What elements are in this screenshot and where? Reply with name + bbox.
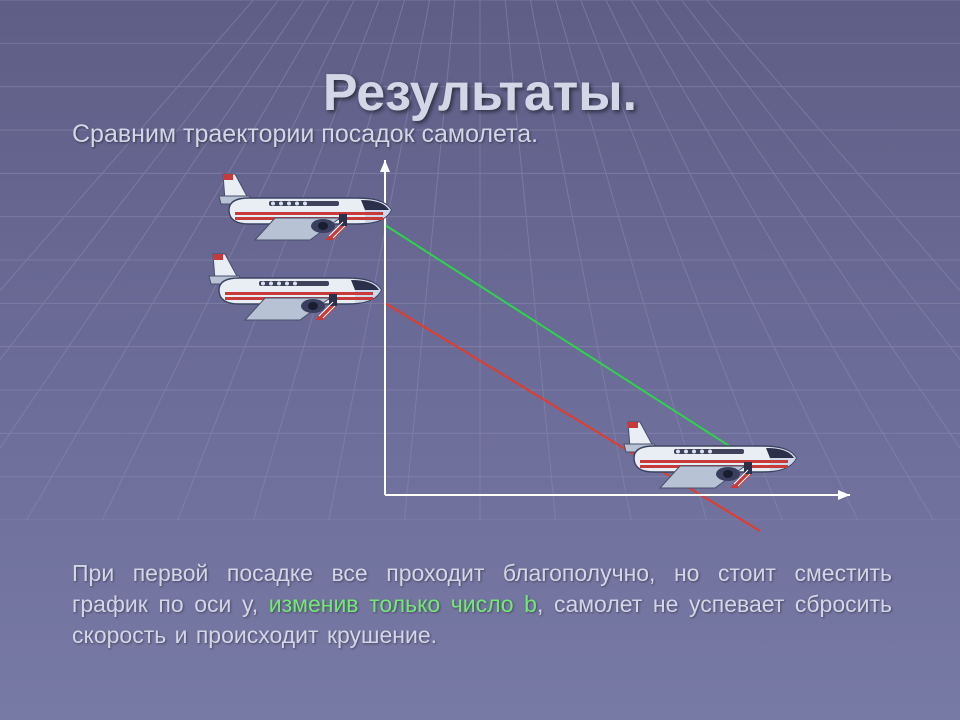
red-trajectory — [385, 303, 760, 531]
slide-root: Результаты. Сравним траектории посадок с… — [0, 0, 960, 720]
trajectory-diagram — [160, 155, 860, 535]
subtitle-text: Сравним траектории посадок самолета. — [72, 120, 538, 149]
body-paragraph: При первой посадке все проходит благопол… — [72, 558, 892, 651]
page-title: Результаты. — [0, 63, 960, 123]
plane-bottom — [620, 418, 800, 490]
x-axis-arrow — [838, 490, 850, 500]
plane-middle — [205, 250, 385, 322]
body-segment: изменив только число b — [269, 591, 537, 617]
plane-top — [215, 170, 395, 242]
